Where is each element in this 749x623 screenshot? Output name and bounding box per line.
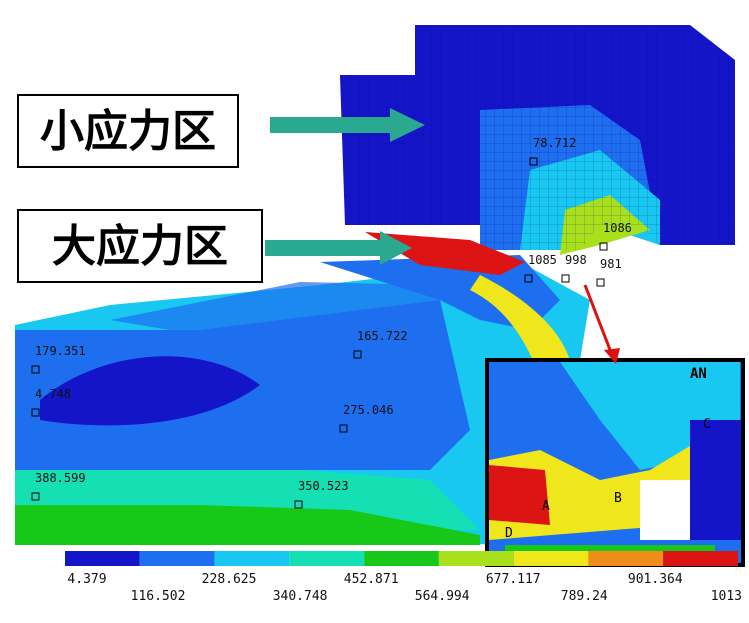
probe-value: 165.722 bbox=[357, 329, 408, 343]
probe-marker bbox=[294, 500, 303, 509]
legend-tick: 1013 bbox=[711, 589, 742, 604]
arrow bbox=[265, 231, 412, 265]
probe-value: 1085 bbox=[528, 253, 557, 267]
legend-tick: 789.24 bbox=[561, 589, 608, 604]
probe-value: 78.712 bbox=[533, 136, 576, 150]
legend-swatch bbox=[438, 551, 514, 566]
probe-marker bbox=[524, 274, 533, 283]
callout-label: 小应力区 bbox=[40, 106, 216, 157]
legend-swatch bbox=[214, 551, 290, 566]
legend-tick: 901.364 bbox=[628, 572, 683, 587]
callout-box bbox=[17, 94, 239, 168]
probe-value: 4.748 bbox=[35, 387, 71, 401]
probe-value: 350.523 bbox=[298, 479, 349, 493]
inset-point: C bbox=[703, 417, 711, 432]
inset: AN A B C D bbox=[485, 358, 745, 567]
probe-value: 275.046 bbox=[343, 403, 394, 417]
legend-swatch bbox=[513, 551, 589, 566]
probes: 179.351 4.748 388.599 165.722 275.046 350.523… bbox=[31, 136, 632, 509]
arrow bbox=[270, 108, 425, 142]
probe-marker bbox=[31, 408, 40, 417]
probe-marker bbox=[353, 350, 362, 359]
probe-value: 388.599 bbox=[35, 471, 86, 485]
legend-swatch bbox=[663, 551, 738, 566]
probe-marker bbox=[31, 492, 40, 501]
inset-point: A bbox=[542, 499, 550, 514]
legend-tick: 677.117 bbox=[486, 572, 541, 587]
upper-block bbox=[340, 25, 735, 255]
probe-value: 179.351 bbox=[35, 344, 86, 358]
pointer-head bbox=[604, 348, 620, 364]
probe-marker bbox=[561, 274, 570, 283]
lower-block bbox=[15, 232, 590, 545]
probe-value: 981 bbox=[600, 257, 622, 271]
inset-point: D bbox=[505, 526, 513, 541]
legend-tick: 452.871 bbox=[344, 572, 399, 587]
legend-tick: 228.625 bbox=[202, 572, 257, 587]
pointer bbox=[583, 284, 614, 356]
legend-swatch bbox=[588, 551, 664, 566]
legend-tick: 4.379 bbox=[67, 572, 106, 587]
legend-swatch bbox=[364, 551, 439, 566]
callout-label: 大应力区 bbox=[52, 221, 228, 272]
callouts: 小应力区 大应力区 bbox=[17, 94, 620, 364]
legend-swatch bbox=[289, 551, 365, 566]
legend: 4.379 116.502 228.625 340.748 452.871 564.994… bbox=[65, 551, 742, 604]
legend-swatch bbox=[65, 551, 140, 566]
probe-marker bbox=[599, 242, 608, 251]
callout-box bbox=[17, 209, 263, 283]
probe-marker bbox=[596, 278, 605, 287]
inset-point: B bbox=[614, 491, 622, 506]
inset-logo: AN bbox=[690, 366, 707, 382]
legend-tick: 340.748 bbox=[273, 589, 328, 604]
probe-marker bbox=[31, 365, 40, 374]
legend-tick: 116.502 bbox=[131, 589, 186, 604]
probe-marker bbox=[339, 424, 348, 433]
legend-swatch bbox=[139, 551, 215, 566]
legend-tick: 564.994 bbox=[415, 589, 470, 604]
probe-value: 1086 bbox=[603, 221, 632, 235]
probe-value: 998 bbox=[565, 253, 587, 267]
probe-marker bbox=[529, 157, 538, 166]
